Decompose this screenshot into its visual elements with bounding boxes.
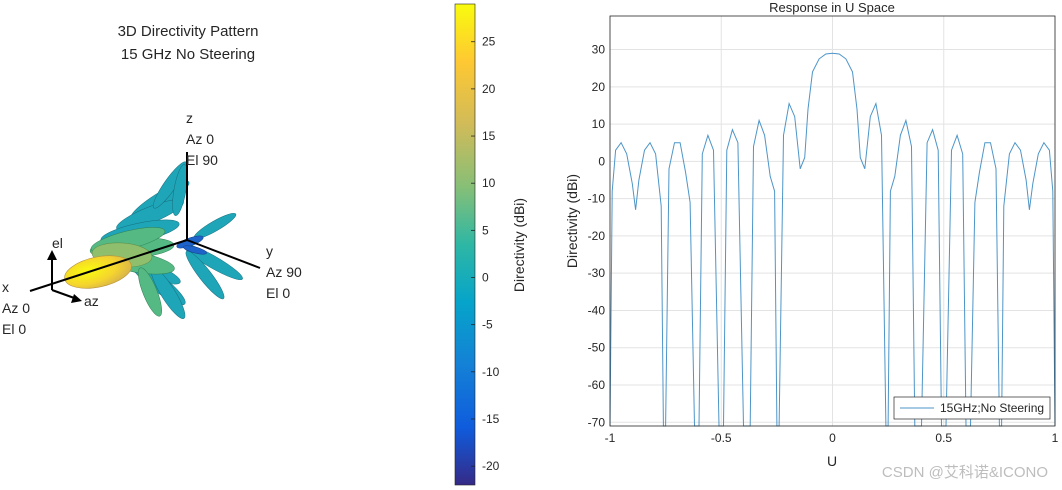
y-tick-label: -70 xyxy=(588,415,606,429)
az-label: az xyxy=(84,293,99,309)
x-tick-labels: -1 -0.5 0 0.5 1 xyxy=(605,431,1059,445)
y-tick-label: 0 xyxy=(598,154,605,168)
el-az-triad xyxy=(47,250,82,303)
y-tick-label: -30 xyxy=(588,266,606,280)
legend-entry: 15GHz;No Steering xyxy=(940,401,1044,415)
y-axis-az: Az 90 xyxy=(266,264,302,280)
el-label: el xyxy=(52,235,63,251)
x-tick-label: 0 xyxy=(829,431,836,445)
pattern-title-line1: 3D Directivity Pattern xyxy=(118,23,259,40)
colorbar-tick-label: -20 xyxy=(482,459,500,473)
legend: 15GHz;No Steering xyxy=(893,396,1051,420)
x-axis-el: El 0 xyxy=(2,321,26,337)
colorbar-gradient xyxy=(454,3,476,486)
series-line-15ghz xyxy=(609,52,1056,427)
y-tick-label: -60 xyxy=(588,378,606,392)
y-tick-label: -40 xyxy=(588,303,606,317)
y-tick-label: 20 xyxy=(592,80,606,94)
y-tick-label: -50 xyxy=(588,341,606,355)
x-axis-title: U xyxy=(827,453,837,469)
pattern-3d-panel: 3D Directivity Pattern 15 GHz No Steerin… xyxy=(2,23,302,337)
pattern-axes xyxy=(29,152,261,292)
colorbar-tick-label: 15 xyxy=(482,129,496,143)
colorbar-tick-label: 0 xyxy=(482,271,489,285)
pattern-title-line2: 15 GHz No Steering xyxy=(121,46,255,63)
colorbar-tick-label: -10 xyxy=(482,365,500,379)
watermark: CSDN @艾科诺&ICONO xyxy=(881,464,1048,481)
y-tick-label: 30 xyxy=(592,43,606,57)
colorbar-tick-label: -5 xyxy=(482,318,493,332)
colorbar-tick-label: 25 xyxy=(482,35,496,49)
pattern-lobes xyxy=(64,161,243,319)
colorbar-label: Directivity (dBi) xyxy=(511,198,527,292)
y-tick-label: -10 xyxy=(588,192,606,206)
y-tick-label: -20 xyxy=(588,229,606,243)
y-axis-label: y xyxy=(266,243,273,259)
x-tick-label: -1 xyxy=(605,431,616,445)
y-tick-labels: 30 20 10 0 -10 -20 -30 -40 -50 -60 -70 xyxy=(588,43,606,430)
x-tick-label: -0.5 xyxy=(711,431,732,445)
colorbar: 25 20 15 10 5 0 -5 -10 -15 -20 Directivity (dBi) xyxy=(454,3,527,486)
legend-box xyxy=(893,396,1051,420)
x-axis-label: x xyxy=(2,279,9,295)
x-tick-label: 1 xyxy=(1052,431,1059,445)
z-axis-label: z xyxy=(186,110,193,126)
x-axis-az: Az 0 xyxy=(2,300,30,316)
z-axis-el: El 90 xyxy=(186,152,218,168)
colorbar-tick-label: -15 xyxy=(482,412,500,426)
plot-frame xyxy=(609,15,1056,427)
colorbar-tick-label: 20 xyxy=(482,82,496,96)
y-axis-title: Directivity (dBi) xyxy=(564,174,580,268)
y-tick-label: 10 xyxy=(592,117,606,131)
colorbar-tick-label: 5 xyxy=(482,223,489,237)
z-axis-az: Az 0 xyxy=(186,131,214,147)
colorbar-ticks: 25 20 15 10 5 0 -5 -10 -15 -20 xyxy=(471,35,500,473)
colorbar-tick-label: 10 xyxy=(482,176,496,190)
x-tick-label: 0.5 xyxy=(935,431,952,445)
u-space-chart: Response in U Space -1 -0.5 0 0.5 1 3020100-… xyxy=(564,0,1059,469)
chart-title: Response in U Space xyxy=(769,0,895,15)
y-axis-el: El 0 xyxy=(266,285,290,301)
